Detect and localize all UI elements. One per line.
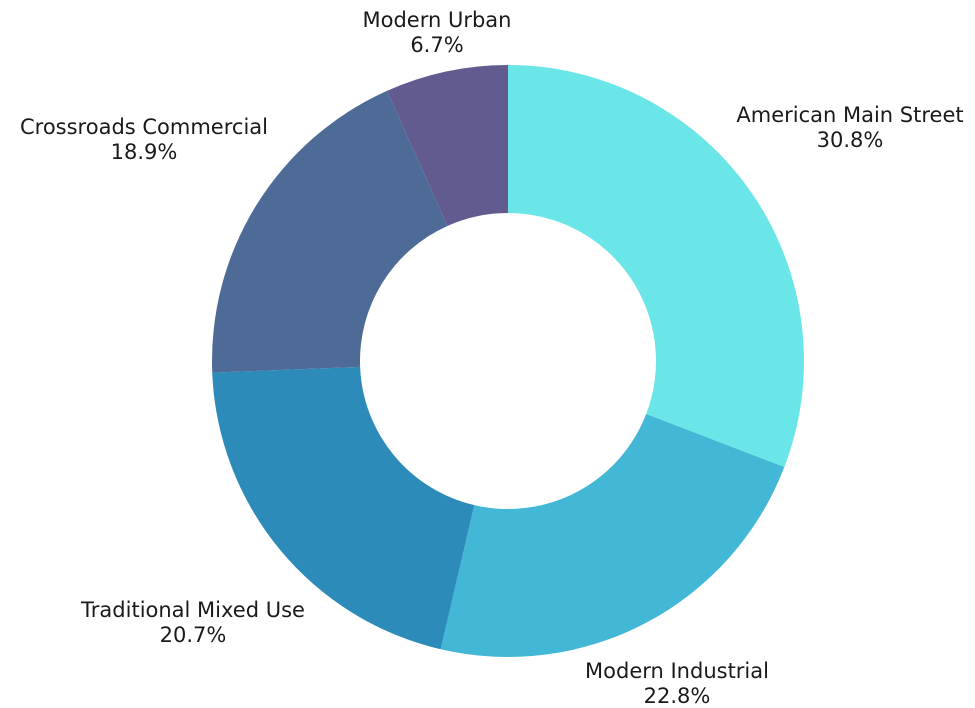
slice-label-name: Traditional Mixed Use xyxy=(80,598,305,622)
slice-label-value: 18.9% xyxy=(111,140,178,164)
donut-slice-modern-urban xyxy=(386,65,508,226)
donut-slice-american-main-street xyxy=(508,65,804,468)
slice-label-name: Modern Industrial xyxy=(585,659,769,683)
slice-label-name: Modern Urban xyxy=(363,8,512,32)
slice-label-value: 22.8% xyxy=(644,684,711,708)
slice-label-value: 30.8% xyxy=(817,128,884,152)
slices-layer xyxy=(212,65,804,657)
donut-slice-modern-industrial xyxy=(440,414,785,657)
donut-slice-crossroads-commercial xyxy=(212,90,448,373)
donut-slice-traditional-mixed-use xyxy=(212,366,475,650)
slice-label-value: 20.7% xyxy=(160,623,227,647)
slice-label-name: Crossroads Commercial xyxy=(20,115,268,139)
slice-label-value: 6.7% xyxy=(410,33,463,57)
slice-label-name: American Main Street xyxy=(736,103,963,127)
